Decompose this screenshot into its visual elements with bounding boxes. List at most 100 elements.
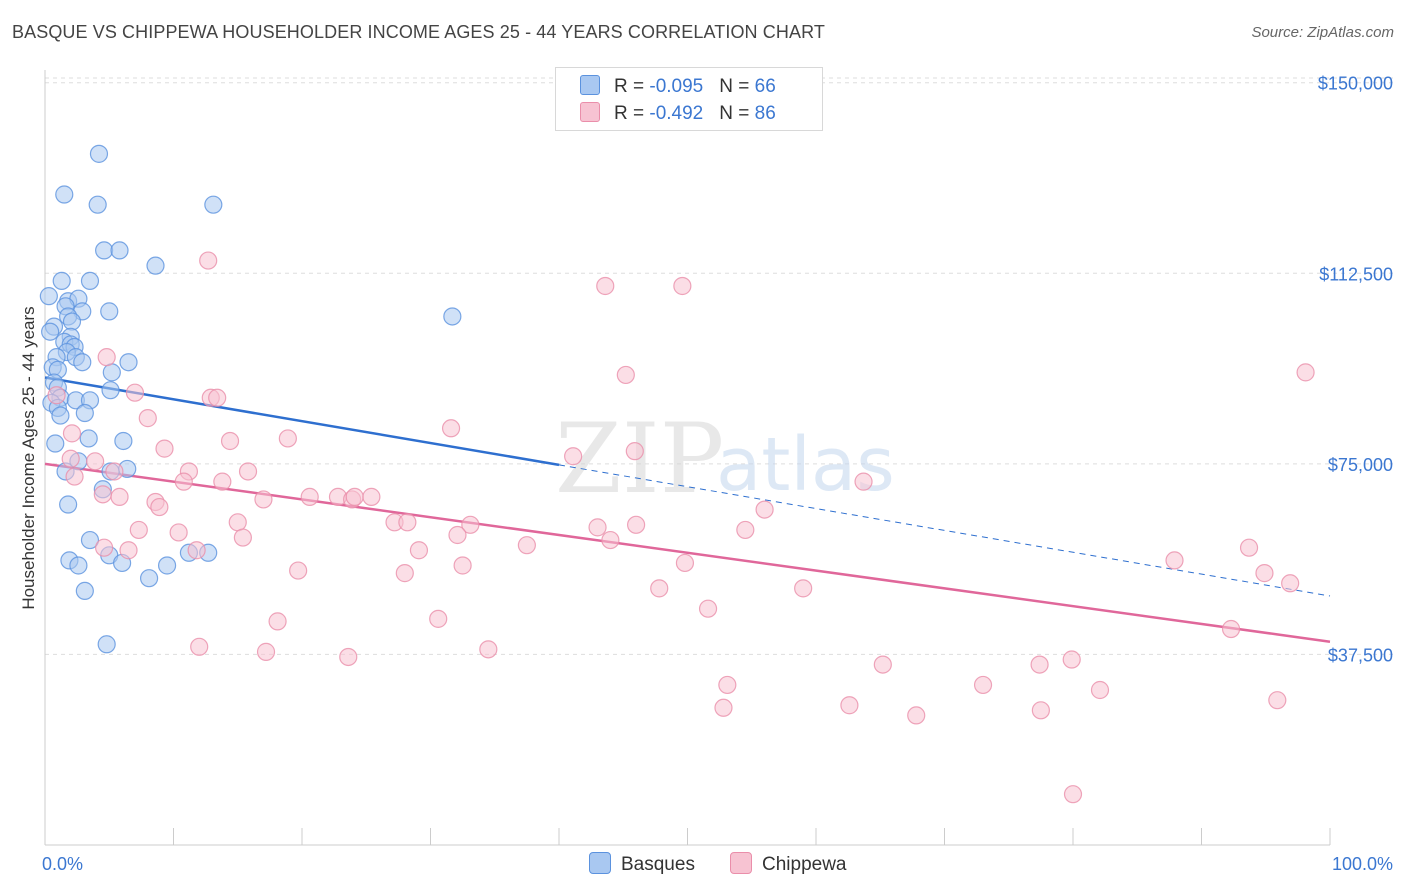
point-chippewa [86,452,105,471]
legend-r-label: R = [614,76,650,97]
point-basques [52,271,71,291]
point-chippewa [873,655,892,674]
point-chippewa [429,609,448,628]
point-basques [110,241,129,260]
point-basques [443,307,462,326]
source-label: Source: ZipAtlas.com [1251,24,1394,41]
point-chippewa [362,487,381,506]
point-basques [62,312,82,331]
point-chippewa [448,525,467,545]
point-chippewa [625,442,644,461]
point-basques [119,353,138,372]
legend-swatch-basques [580,75,600,95]
point-chippewa [395,564,414,583]
point-chippewa [155,439,174,458]
point-chippewa [616,365,635,385]
point-chippewa [1296,363,1315,382]
point-chippewa [596,276,615,296]
point-basques [41,322,60,341]
point-chippewa [441,419,461,438]
point-chippewa [673,276,692,296]
point-chippewa [564,447,583,466]
point-chippewa [601,530,620,550]
point-chippewa [150,497,169,517]
point-basques [88,195,107,214]
point-chippewa [97,348,116,367]
point-chippewa [794,579,813,598]
y-axis-label: Householder Income Ages 25 - 44 years [19,306,38,609]
point-chippewa [1239,538,1259,557]
data-points [39,144,1315,804]
legend-row-basques: R = -0.095 N = 66 [580,75,776,99]
tick-labels: $37,500 $75,000 $112,500 $150,000 0.0% 100.0% [42,74,1393,874]
point-basques [80,271,100,291]
point-chippewa [398,513,417,532]
stats-legend: R = -0.095 N = 66 R = -0.492 N = 86 [555,67,823,131]
point-chippewa [453,556,472,575]
point-chippewa [409,541,429,560]
y-tick-label: $150,000 [1318,74,1393,94]
grid-lines [45,77,1395,655]
point-chippewa [517,536,536,555]
point-chippewa [1268,691,1287,710]
legend-row-chippewa: R = -0.492 N = 86 [580,102,776,126]
point-basques [39,287,58,306]
point-chippewa [736,520,755,540]
point-chippewa [675,553,695,573]
point-chippewa [95,538,114,557]
point-chippewa [1165,551,1184,570]
point-chippewa [1281,574,1300,593]
point-chippewa [256,642,276,661]
legend-n-label: N = [719,76,755,97]
legend-swatch-chippewa [730,852,752,874]
watermark: ZIP atlas [555,403,895,515]
point-chippewa [1090,680,1110,700]
point-chippewa [278,429,297,448]
legend-item-basques[interactable]: Basques [589,852,695,876]
point-chippewa [199,251,218,270]
point-chippewa [174,472,193,491]
point-basques [101,381,120,400]
point-chippewa [208,388,227,407]
point-chippewa [345,487,364,506]
point-chippewa [289,561,308,580]
point-chippewa [105,462,124,481]
legend-n-label: N = [719,103,755,124]
point-chippewa [65,467,84,486]
point-chippewa [339,647,358,667]
point-basques [102,363,121,382]
legend-r-value: -0.492 [649,103,704,124]
point-chippewa [1221,619,1241,639]
point-chippewa [61,449,80,468]
point-chippewa [254,490,273,509]
point-chippewa [238,462,258,481]
point-chippewa [1030,655,1049,674]
trendline-basques [44,376,560,467]
legend-item-chippewa[interactable]: Chippewa [730,852,847,876]
point-chippewa [907,706,926,725]
point-chippewa [138,409,157,428]
point-basques [73,353,92,372]
point-basques [97,635,116,654]
legend-n-value: 86 [754,103,776,124]
point-chippewa [93,485,112,504]
point-basques [139,569,159,588]
point-chippewa [1031,701,1050,720]
point-chippewa [119,541,138,560]
point-chippewa [233,528,252,547]
point-basques [59,495,78,514]
point-chippewa [213,472,232,491]
point-chippewa [626,515,646,534]
point-chippewa [588,518,607,537]
point-chippewa [169,523,188,542]
point-chippewa [1255,564,1274,583]
point-chippewa [698,599,718,618]
point-chippewa [129,520,148,540]
point-chippewa [973,675,993,695]
point-basques [146,256,165,275]
y-tick-label: $37,500 [1328,645,1393,665]
point-chippewa [1063,785,1083,804]
legend-n-value: 66 [754,76,776,97]
point-chippewa [650,579,669,598]
point-chippewa [62,424,82,443]
